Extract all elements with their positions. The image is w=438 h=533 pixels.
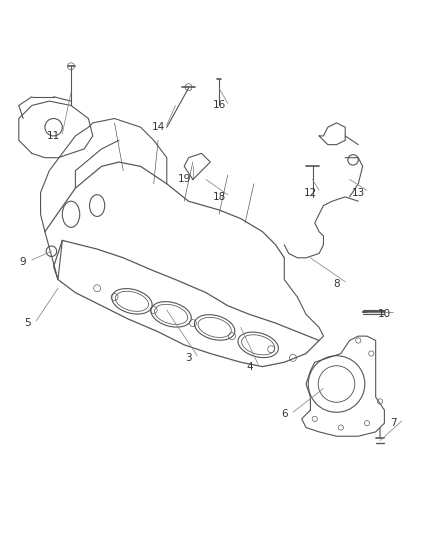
- Text: 8: 8: [333, 279, 340, 289]
- Text: 12: 12: [304, 188, 317, 198]
- Text: 9: 9: [20, 257, 26, 267]
- Text: 11: 11: [47, 131, 60, 141]
- Text: 7: 7: [390, 418, 396, 428]
- Text: 4: 4: [246, 361, 253, 372]
- Text: 14: 14: [152, 122, 165, 132]
- Text: 13: 13: [352, 188, 365, 198]
- Text: 5: 5: [24, 318, 31, 328]
- Text: 3: 3: [185, 353, 192, 363]
- Text: 6: 6: [281, 409, 288, 419]
- Text: 18: 18: [212, 192, 226, 202]
- Text: 10: 10: [378, 309, 391, 319]
- Text: 16: 16: [212, 100, 226, 110]
- Text: 19: 19: [177, 174, 191, 184]
